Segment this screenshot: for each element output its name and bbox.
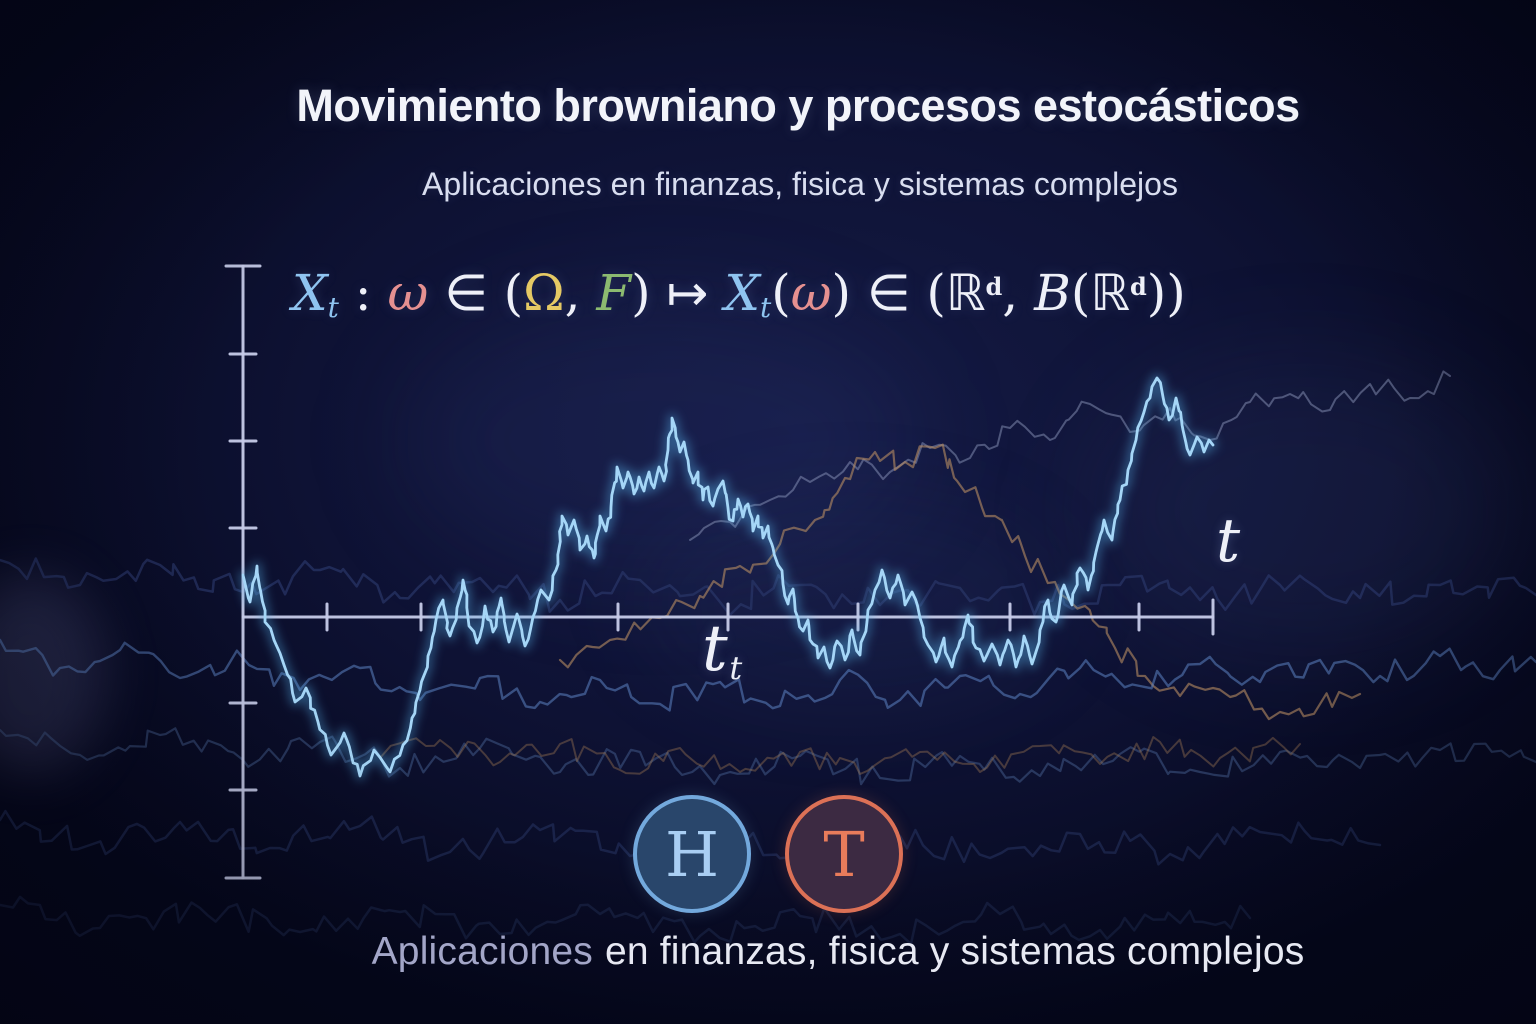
bottom-caption: Aplicaciones en finanzas, fisica y sistem… [140,930,1536,974]
formula-part: ∈ [428,264,504,322]
stochastic-process-formula: Xt : ω ∈ (Ω, F) ↦ Xt(ω) ∈ (ℝd, B(ℝd)) [292,264,1186,324]
tails-badge: T [785,795,903,913]
x-axis-label: t [1216,506,1241,576]
formula-part: ↦ [666,264,725,322]
page-subtitle: Aplicaciones en finanzas, fisica y siste… [422,166,1178,202]
formula-part: ( [1070,264,1091,322]
formula-part: ( [771,264,791,322]
coin-badges: H T [633,795,903,913]
main-brownian-path [241,376,1215,778]
x-tick-label-main: t [702,612,728,686]
formula-part: Ω [523,264,565,322]
heads-badge: H [633,795,751,913]
deep-navy-path-1 [0,557,1536,617]
formula-part: t [327,290,339,324]
formula-part: X [724,264,760,322]
caption-rest: en finanzas, fisica y sistemas complejos [604,930,1305,973]
formula-part: ) [831,264,852,322]
formula-part: ) [631,264,667,322]
page-title: Movimiento browniano y procesos estocást… [296,80,1300,131]
formula-part: F [596,264,632,322]
formula-part: ( [503,264,524,322]
formula-part: t [759,290,772,324]
main-brownian-path-glow [238,373,1218,781]
heads-badge-letter: H [664,817,720,891]
formula-part: , [564,264,597,322]
formula-part: B [1034,264,1071,322]
formula-part: , [1002,264,1035,322]
formula-part: ( [926,264,946,322]
blue-grey-low-path [0,727,1536,786]
formula-part: d [985,272,1003,302]
caption-lead: Aplicaciones [371,930,593,973]
formula-part: X [292,264,328,322]
tails-badge-letter: T [823,817,865,891]
x-tick-label-subscript: t [729,648,743,687]
formula-part: d [1129,272,1147,302]
formula-part: ω [790,264,832,322]
formula-part: ∈ [851,264,927,322]
formula-part: ℝ [945,264,986,322]
tan-upper-path [558,443,1362,721]
formula-part: )) [1146,264,1186,322]
x-tick-label: tt [702,612,743,687]
formula-part: ω [387,264,429,322]
formula-part: : [338,264,388,322]
formula-part: ℝ [1090,264,1130,322]
grey-top-path [689,370,1451,541]
mid-blue-path [0,638,1536,712]
